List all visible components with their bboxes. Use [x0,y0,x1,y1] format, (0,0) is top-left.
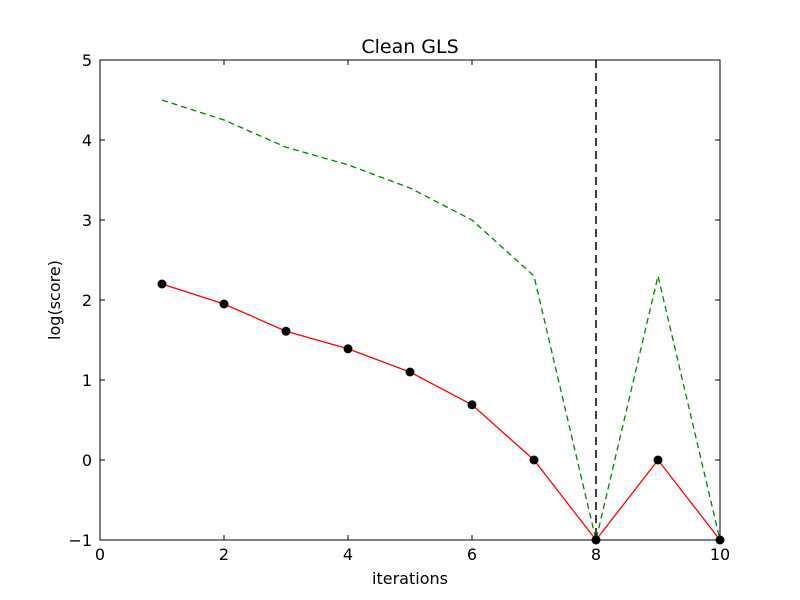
x-tick-label: 6 [467,545,477,564]
y-tick-label: 2 [82,291,92,310]
chart-title: Clean GLS [361,36,458,58]
y-tick-label: 5 [82,51,92,70]
series-1-point [219,299,229,309]
x-tick-label: 10 [710,545,730,564]
x-tick-label: 2 [219,545,229,564]
series-1-point [343,344,353,354]
y-tick-label: −1 [68,531,92,550]
y-tick-label: 0 [82,451,92,470]
series-1-point [653,455,663,465]
x-tick-label: 8 [591,545,601,564]
series-1-point [157,279,167,289]
series-1-point [467,400,477,410]
x-tick-label: 4 [343,545,353,564]
x-tick-label: 0 [95,545,105,564]
series-1-point [405,367,415,377]
y-axis-label: log(score) [45,260,64,340]
series-1-point [529,455,539,465]
series-1-line [161,283,721,542]
x-axis-label: iterations [372,569,448,588]
y-tick-label: 1 [82,371,92,390]
y-tick-label: 4 [82,131,92,150]
series-2-line [161,99,721,541]
plot-background [100,60,720,540]
series-1-point [281,326,291,336]
y-tick-label: 3 [82,211,92,230]
